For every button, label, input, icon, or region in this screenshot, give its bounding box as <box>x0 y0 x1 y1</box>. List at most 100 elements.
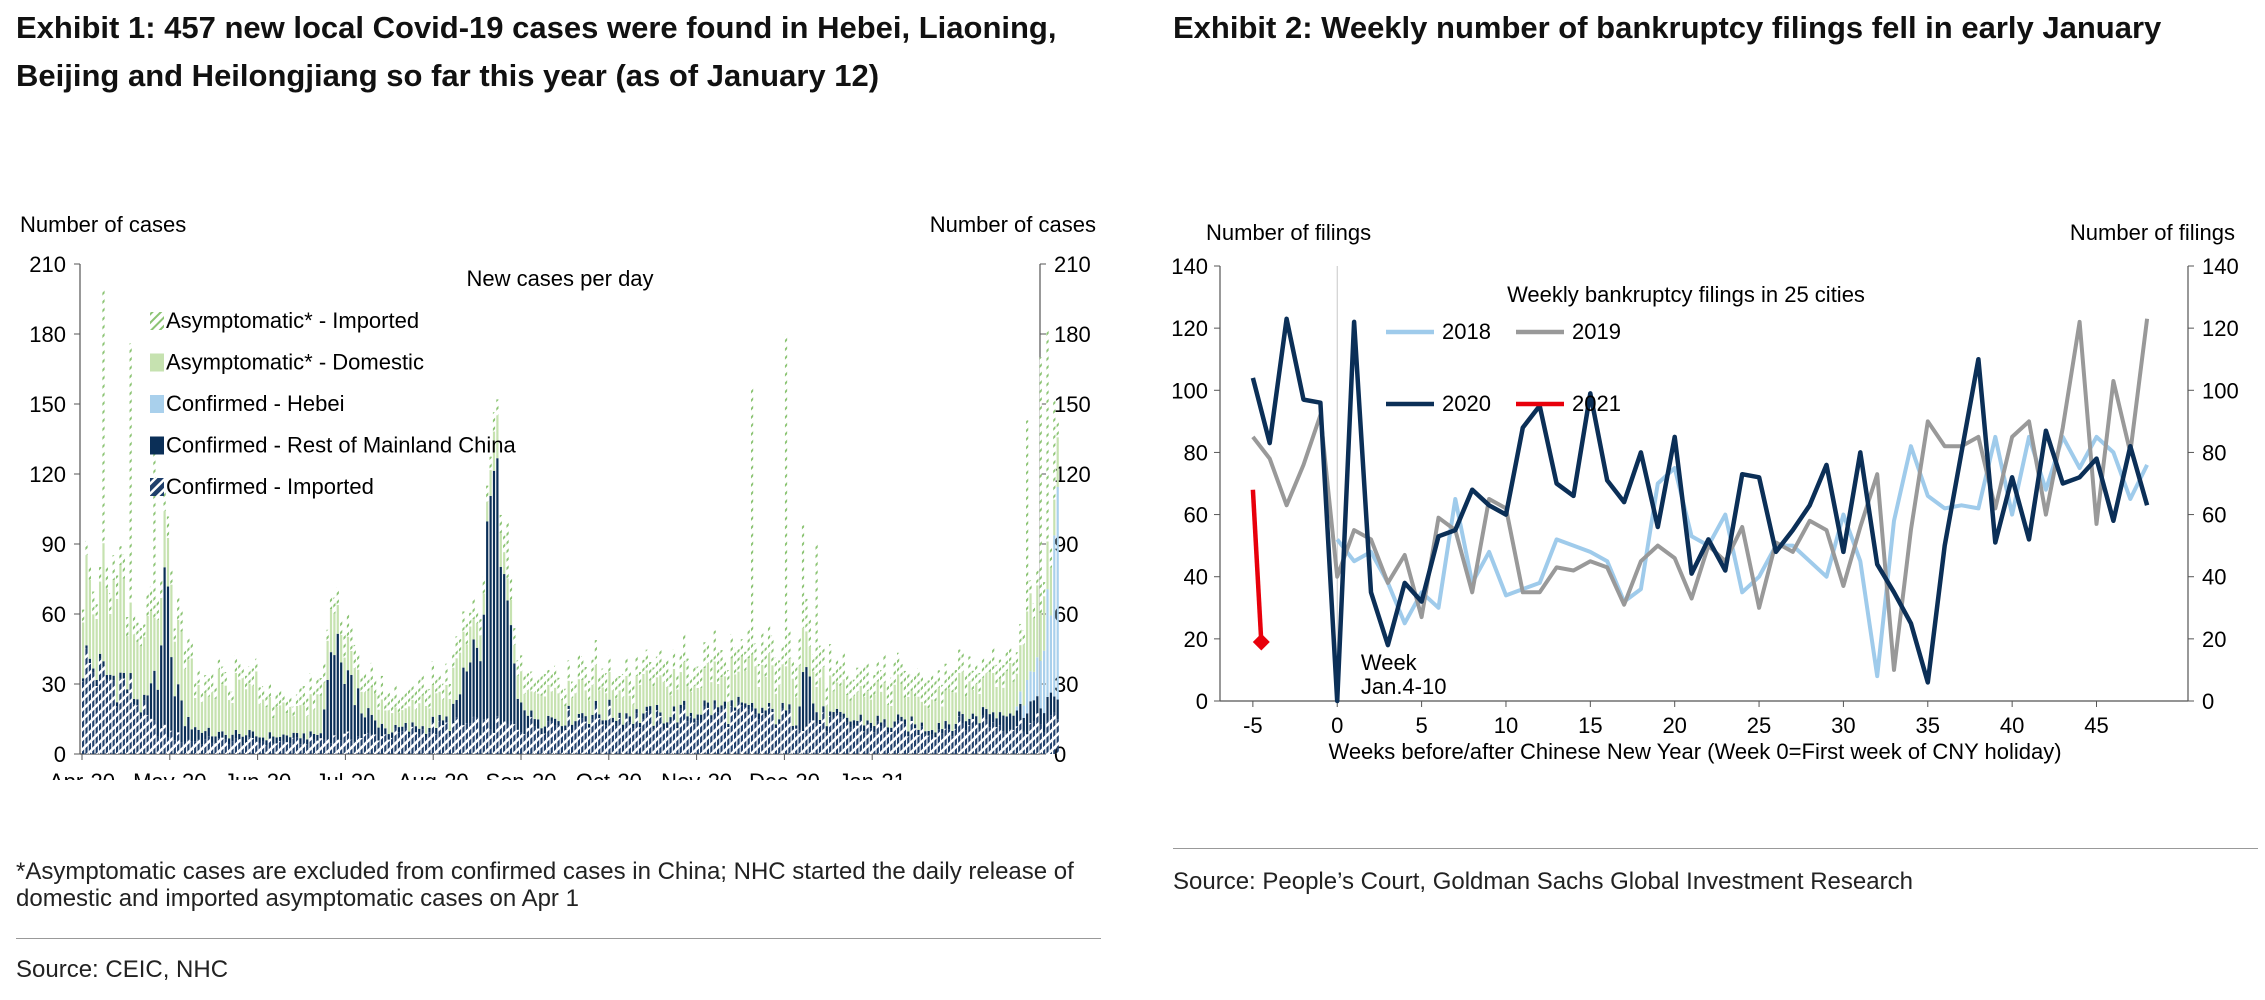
bar-imported_confirmed <box>509 720 513 754</box>
bar-asym_imported <box>194 680 197 698</box>
bar-asym_imported <box>445 663 448 686</box>
bar-asym_imported <box>761 629 764 665</box>
bar-rest_confirmed <box>571 724 574 730</box>
bar-imported_confirmed <box>424 737 428 754</box>
bar-asym_domestic <box>818 677 822 720</box>
bar-asym_domestic <box>981 677 985 708</box>
bar-imported_confirmed <box>1032 721 1036 754</box>
bar-asym_domestic <box>353 668 356 706</box>
bar-asym_imported <box>520 655 523 672</box>
bar-imported_confirmed <box>584 721 587 754</box>
bar-asym_domestic <box>441 699 445 721</box>
exhibit-2-title: Exhibit 2: Weekly number of bankruptcy f… <box>1173 10 2162 45</box>
bar-asym_imported <box>329 596 333 610</box>
bar-rest_confirmed <box>346 670 350 732</box>
bar-asym_imported <box>543 674 547 697</box>
bar-imported_confirmed <box>95 686 98 754</box>
bar-imported_confirmed <box>934 737 937 754</box>
bar-rest_confirmed <box>771 708 774 713</box>
bar-imported_confirmed <box>625 718 628 754</box>
bar-asym_imported <box>975 662 978 685</box>
bar-imported_confirmed <box>849 727 852 754</box>
bar-rest_confirmed <box>173 696 176 741</box>
bar-asym_domestic <box>166 537 170 587</box>
bar-rest_confirmed <box>632 723 635 729</box>
bar-asym_imported <box>282 692 285 703</box>
bar-imported_confirmed <box>149 718 153 754</box>
bar-asym_domestic <box>126 636 129 690</box>
bar-asym_imported <box>370 662 373 688</box>
left-tick-label: 140 <box>1171 254 1208 279</box>
bar-imported_confirmed <box>547 721 550 754</box>
bar-rest_confirmed <box>750 702 754 708</box>
bar-asym_imported <box>788 630 791 659</box>
bar-rest_confirmed <box>102 661 105 667</box>
bar-asym_imported <box>890 677 893 706</box>
bar-rest_confirmed <box>893 721 896 727</box>
bar-imported_confirmed <box>323 739 326 754</box>
bar-rest_confirmed <box>795 725 798 729</box>
bar-asym_domestic <box>211 692 214 737</box>
bar-imported_confirmed <box>662 729 665 754</box>
bar-asym_domestic <box>533 692 536 720</box>
bar-asym_domestic <box>635 675 638 710</box>
bar-asym_imported <box>829 644 832 676</box>
x-tick-label: -5 <box>1243 713 1263 738</box>
bar-asym_domestic <box>102 543 105 662</box>
bar-rest_confirmed <box>747 704 750 710</box>
bar-rest_confirmed <box>737 696 740 703</box>
bar-rest_confirmed <box>818 719 822 724</box>
bar-asym_imported <box>808 619 811 647</box>
bar-imported_confirmed <box>503 721 506 754</box>
bar-rest_confirmed <box>1012 715 1015 730</box>
bar-asym_domestic <box>228 700 231 739</box>
bar-imported_confirmed <box>744 707 747 754</box>
bar-rest_confirmed <box>801 672 805 731</box>
bar-asym_imported <box>475 609 479 624</box>
bar-rest_confirmed <box>248 730 251 738</box>
bar-rest_confirmed <box>448 730 451 736</box>
bar-imported_confirmed <box>479 735 482 754</box>
bar-rest_confirmed <box>778 719 781 724</box>
right-tick-label: 100 <box>2202 378 2239 403</box>
bar-asym_imported <box>312 688 316 710</box>
bar-rest_confirmed <box>720 705 723 710</box>
bar-rest_confirmed <box>306 739 309 745</box>
bar-asym_imported <box>506 520 509 579</box>
bar-rest_confirmed <box>115 702 119 707</box>
bar-asym_imported <box>197 667 200 685</box>
bar-imported_confirmed <box>343 733 346 754</box>
bar-asym_domestic <box>825 705 828 727</box>
legend-label: Asymptomatic* - Domestic <box>166 350 424 375</box>
bar-asym_imported <box>533 679 536 693</box>
bar-rest_confirmed <box>1046 696 1049 721</box>
bar-asym_domestic <box>920 701 923 723</box>
bar-imported_confirmed <box>469 723 472 754</box>
bar-asym_imported <box>411 685 414 700</box>
bar-asym_imported <box>132 613 136 635</box>
bar-imported_confirmed <box>367 732 370 754</box>
bar-rest_confirmed <box>139 712 142 717</box>
bar-imported_confirmed <box>251 738 254 754</box>
bar-imported_confirmed <box>784 715 788 754</box>
x-tick-label: Jan-21 <box>839 769 906 780</box>
bar-imported_confirmed <box>441 725 445 754</box>
bar-rest_confirmed <box>160 645 163 729</box>
right-tick-label: 0 <box>1054 742 1066 767</box>
bar-rest_confirmed <box>649 706 652 711</box>
bar-asym_domestic <box>608 671 611 700</box>
bar-rest_confirmed <box>146 695 149 716</box>
bar-imported_confirmed <box>455 717 458 754</box>
bar-rest_confirmed <box>964 721 968 731</box>
bar-rest_confirmed <box>652 725 655 730</box>
bar-hebei <box>1046 589 1049 697</box>
bar-asym_domestic <box>730 658 733 701</box>
bar-asym_imported <box>1039 357 1042 613</box>
bar-asym_imported <box>503 535 506 553</box>
bar-rest_confirmed <box>523 710 526 735</box>
bar-asym_domestic <box>265 707 268 741</box>
bar-hebei <box>1022 705 1025 718</box>
bar-rest_confirmed <box>961 714 964 724</box>
bar-asym_domestic <box>638 684 642 723</box>
bar-asym_domestic <box>903 697 906 720</box>
